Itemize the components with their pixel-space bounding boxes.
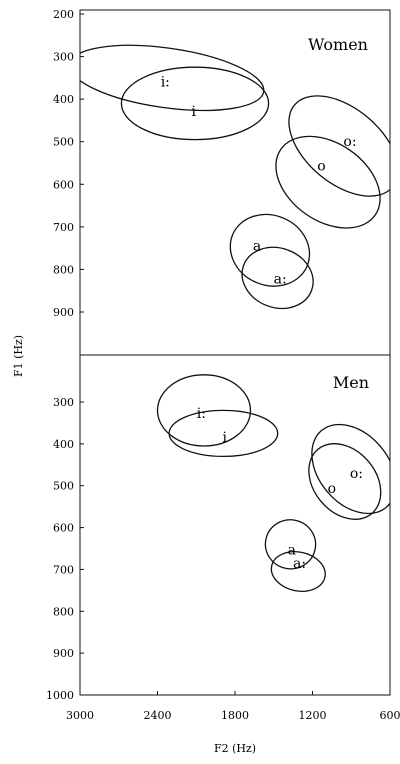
- y-tick-label: 400: [53, 93, 74, 106]
- ellipse-a-women: [219, 202, 321, 298]
- y-tick-label: 200: [53, 8, 74, 21]
- ellipse-o-women: [259, 117, 398, 247]
- vowel-label-men: o: [328, 481, 336, 497]
- ellipse-o-men: [294, 429, 395, 533]
- y-tick-label: 300: [53, 51, 74, 64]
- x-tick-label: 2400: [144, 709, 172, 722]
- vowel-label-women: i:: [161, 74, 170, 90]
- y-tick-label: 300: [53, 396, 74, 409]
- vowel-label-men: a:: [293, 556, 306, 572]
- panel-frame-men: [80, 355, 390, 695]
- x-tick-label: 1800: [221, 709, 249, 722]
- panel-frames: [80, 10, 390, 695]
- ellipse-group-men: [158, 375, 400, 596]
- vowel-label-women: a: [253, 238, 261, 254]
- y-tick-label: 1000: [46, 689, 74, 702]
- y-tick-label: 500: [53, 136, 74, 149]
- ellipse-group-women: [65, 35, 400, 318]
- y-tick-label: 900: [53, 306, 74, 319]
- y-axis-label: F1 (Hz): [12, 335, 25, 377]
- x-tick-label: 3000: [66, 709, 94, 722]
- vowel-label-men: o:: [350, 466, 363, 482]
- vowel-label-women: o:: [343, 134, 356, 150]
- ellipse-o-long-men: [295, 408, 400, 530]
- y-tick-label: 800: [53, 263, 74, 276]
- x-tick-label: 1200: [299, 709, 327, 722]
- y-tick-label: 900: [53, 647, 74, 660]
- y-tick-label: 700: [53, 563, 74, 576]
- vowel-ellipses: [65, 35, 400, 596]
- y-tick-label: 600: [53, 178, 74, 191]
- y-tick-label: 400: [53, 438, 74, 451]
- panel-frame-women: [80, 10, 390, 355]
- x-tick-label: 600: [380, 709, 400, 722]
- vowel-label-women: o: [317, 159, 325, 175]
- x-axis-label: F2 (Hz): [214, 742, 256, 755]
- y-tick-label: 700: [53, 221, 74, 234]
- axes: 200 300 400 500 600 700 800 900 300 400 500 600 700 8…: [46, 8, 400, 722]
- vowel-label-men: i: [222, 430, 227, 446]
- vowel-label-women: a:: [274, 272, 287, 288]
- y-tick-label: 500: [53, 480, 74, 493]
- y-tick-label: 800: [53, 605, 74, 618]
- vowel-label-women: i: [191, 104, 196, 120]
- y-tick-label: 600: [53, 522, 74, 535]
- vowel-label-men: i:: [197, 406, 206, 422]
- panel-title-men: Men: [333, 373, 369, 392]
- panel-title-women: Women: [308, 35, 368, 54]
